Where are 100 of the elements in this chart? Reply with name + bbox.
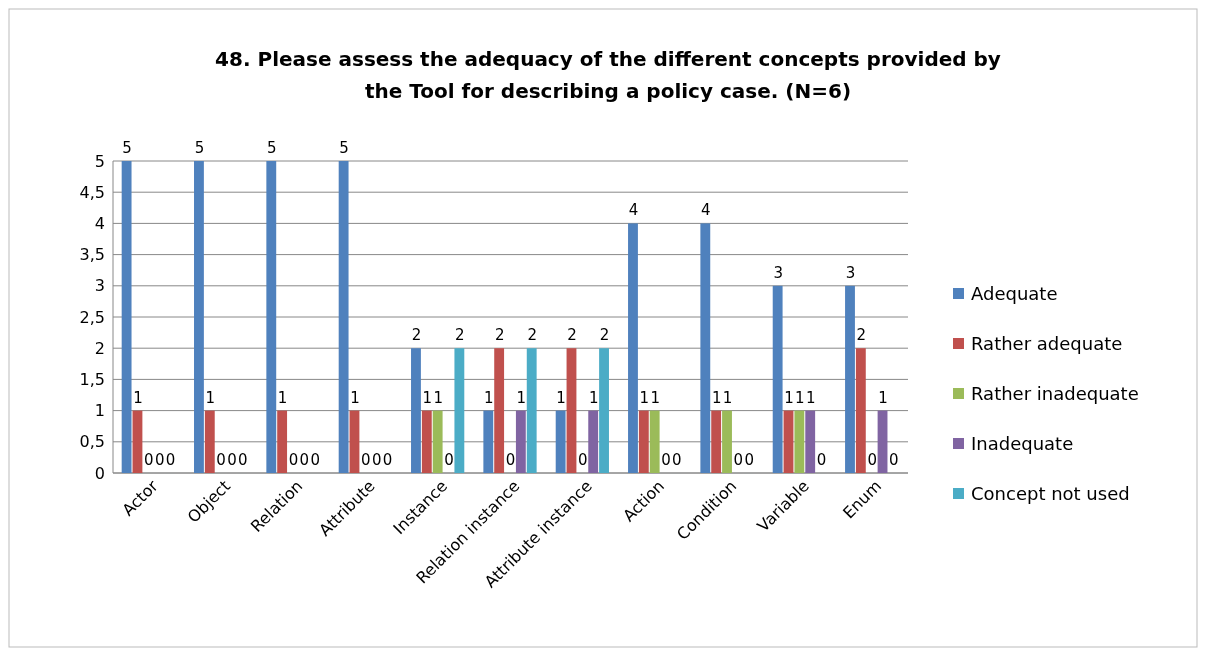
data-label: 5	[339, 139, 349, 157]
y-tick-label: 5	[94, 151, 105, 171]
bar	[700, 223, 711, 473]
data-label: 2	[567, 326, 577, 345]
data-label: 0	[444, 451, 454, 469]
bar	[588, 410, 599, 473]
bar	[805, 410, 816, 473]
data-label: 0	[744, 451, 754, 469]
bar	[483, 410, 494, 473]
data-label: 1	[516, 388, 527, 407]
data-label: 0	[661, 451, 671, 469]
bar	[566, 348, 577, 473]
data-label: 1	[795, 388, 805, 407]
data-label: 1	[556, 388, 566, 407]
bar	[628, 223, 638, 473]
data-label: 0	[672, 451, 682, 469]
data-label: 1	[722, 388, 733, 407]
data-label: 0	[578, 451, 588, 469]
data-label: 0	[288, 451, 299, 469]
data-label: 0	[816, 451, 827, 469]
data-label: 4	[628, 201, 639, 220]
data-label: 1	[588, 388, 599, 407]
data-label: 0	[165, 451, 176, 469]
data-label: 2	[455, 326, 465, 345]
bar	[722, 410, 732, 473]
data-label: 0	[733, 451, 744, 469]
data-label: 0	[371, 451, 382, 469]
data-label: 3	[845, 263, 856, 282]
data-label: 0	[299, 451, 310, 469]
bar	[855, 348, 866, 473]
y-tick-label: 0	[94, 463, 105, 483]
data-label: 1	[805, 388, 816, 407]
legend-label: Inadequate	[971, 433, 1074, 455]
legend-label: Concept not used	[971, 483, 1130, 505]
bar	[599, 348, 609, 473]
bar	[711, 410, 722, 473]
bar	[794, 410, 805, 473]
data-label: 1	[639, 388, 650, 407]
data-label: 1	[878, 388, 888, 407]
data-label: 0	[216, 451, 226, 469]
legend-label: Rather adequate	[971, 333, 1123, 355]
bar	[526, 348, 537, 473]
data-label: 1	[711, 388, 722, 407]
bar	[194, 161, 204, 473]
data-label: 2	[599, 326, 610, 345]
data-label: 3	[773, 263, 783, 282]
y-tick-label: 1	[94, 401, 105, 421]
bar	[349, 410, 360, 473]
data-label: 2	[494, 326, 505, 345]
data-label: 1	[133, 388, 143, 407]
data-label: 5	[122, 139, 132, 157]
data-label: 2	[856, 326, 867, 345]
data-label: 1	[784, 388, 794, 407]
y-tick-label: 4	[94, 214, 105, 233]
data-label: 1	[205, 388, 216, 407]
bar	[772, 285, 783, 473]
bar	[555, 410, 566, 473]
data-label: 4	[701, 201, 711, 220]
data-label: 1	[650, 388, 660, 407]
bar	[121, 161, 132, 473]
bar	[877, 410, 888, 473]
data-label: 1	[277, 388, 288, 407]
data-label: 0	[238, 451, 248, 469]
y-tick-label: 4,5	[79, 182, 105, 202]
data-label: 5	[194, 139, 205, 157]
y-tick-label: 3	[94, 276, 105, 296]
data-label: 1	[484, 388, 494, 407]
data-label: 0	[154, 451, 165, 469]
y-tick-label: 2	[94, 338, 105, 358]
y-tick-label: 0,5	[79, 432, 105, 452]
data-label: 0	[310, 451, 320, 469]
data-label: 1	[350, 388, 360, 407]
bar	[132, 410, 143, 473]
bar	[638, 410, 649, 473]
bar	[515, 410, 526, 473]
data-label: 1	[422, 388, 433, 407]
bar	[494, 348, 505, 473]
chart-title: 48. Please assess the adequacy of the different concepts provided by the Tool for describing a policy case. (N=6)	[215, 47, 1001, 103]
legend-label: Rather inadequate	[971, 383, 1139, 405]
data-label: 2	[527, 326, 537, 345]
data-label: 0	[144, 451, 154, 469]
bar	[277, 410, 288, 473]
bar	[411, 348, 421, 473]
data-label: 1	[433, 388, 443, 407]
y-tick-label: 2,5	[79, 307, 105, 327]
bar	[845, 285, 855, 473]
data-label: 0	[505, 451, 516, 469]
data-label: 2	[411, 326, 422, 345]
data-label: 0	[889, 451, 899, 469]
legend-label: Adequate	[971, 283, 1058, 305]
bar	[338, 161, 349, 473]
data-label: 0	[227, 451, 237, 469]
bar	[432, 410, 443, 473]
bar	[454, 348, 465, 473]
bar	[649, 410, 660, 473]
bar	[783, 410, 794, 473]
y-tick-label: 1,5	[79, 370, 105, 389]
bar	[266, 161, 277, 473]
y-tick-label: 3,5	[79, 245, 105, 265]
bar	[204, 410, 215, 473]
